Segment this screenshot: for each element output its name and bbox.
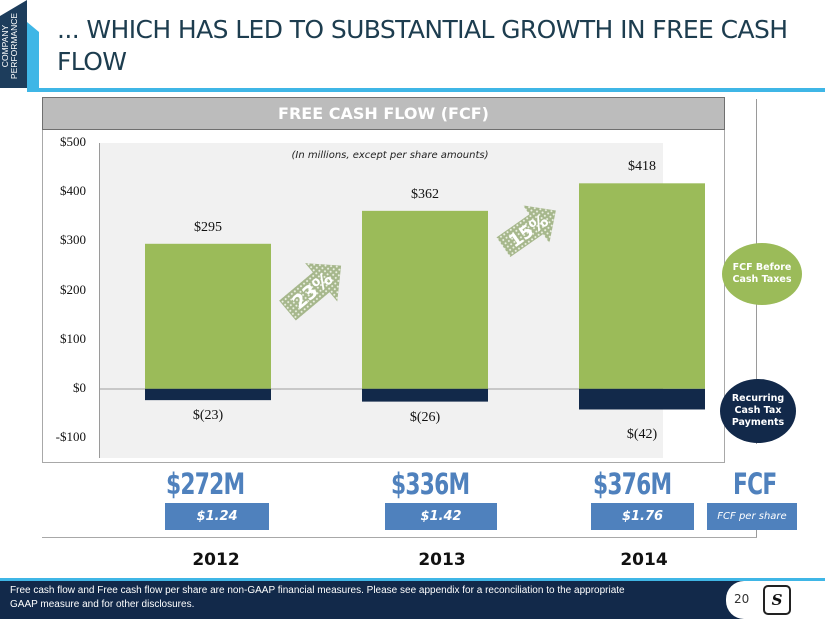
per-share-2013: $1.42	[385, 503, 497, 530]
y-tick-label: $0	[73, 379, 86, 395]
legend-fcf-line1: FCF Before	[732, 262, 792, 273]
y-tick-label: $300	[60, 232, 86, 248]
bar-label-negative: $(26)	[409, 409, 441, 425]
company-logo: S	[763, 585, 791, 615]
summary-rule	[42, 537, 757, 538]
footer-disclaimer: Free cash flow and Free cash flow per sh…	[10, 584, 710, 612]
bar-label-positive: $295	[194, 219, 222, 235]
legend-fcf-line2: Cash Taxes	[732, 274, 792, 285]
per-share-key: FCF per share	[707, 503, 797, 530]
footer-bar	[0, 581, 825, 619]
section-tab-line2: PERFORMANCE	[9, 12, 19, 80]
fcf-2014: $376M	[593, 467, 672, 501]
y-axis-line	[99, 143, 100, 458]
year-2013: 2013	[418, 550, 466, 570]
fcf-key: FCF	[733, 467, 777, 501]
footer-line2: GAAP measure and for other disclosures.	[10, 599, 195, 610]
footer-line1: Free cash flow and Free cash flow per sh…	[10, 585, 625, 596]
bar-label-positive: $362	[411, 186, 439, 202]
chart-header: FREE CASH FLOW (FCF)	[42, 97, 725, 130]
section-tab-label: COMPANY PERFORMANCE	[0, 2, 27, 90]
legend-tax-line3: Payments	[731, 417, 785, 428]
fcf-2012: $272M	[166, 467, 245, 501]
year-2012: 2012	[192, 550, 240, 570]
legend-tax-line2: Cash Tax	[734, 405, 782, 416]
per-share-2012: $1.24	[165, 503, 269, 530]
y-tick-label: $200	[60, 281, 86, 297]
footer-rule	[0, 578, 825, 581]
y-tick-label: $400	[60, 183, 86, 199]
legend-tax-line1: Recurring	[731, 393, 785, 404]
y-tick-label: -$100	[55, 429, 86, 444]
page-number: 20	[734, 592, 750, 606]
page-title: ... WHICH HAS LED TO SUBSTANTIAL GROWTH …	[57, 15, 788, 76]
title-rule	[27, 88, 825, 92]
bar-label-negative: $(23)	[192, 408, 224, 424]
y-tick-label: $500	[60, 134, 86, 149]
tab-accent	[27, 22, 39, 88]
page-number-box	[726, 581, 825, 619]
legend-fcf-before-taxes: FCF Before Cash Taxes	[722, 243, 802, 305]
per-share-2014: $1.76	[591, 503, 694, 530]
fcf-2013: $336M	[391, 467, 470, 501]
year-2014: 2014	[620, 550, 668, 570]
bar-label-positive: $418	[628, 159, 656, 175]
bar-label-negative: $(42)	[626, 427, 658, 443]
key-connector	[756, 530, 757, 538]
y-tick-label: $100	[60, 330, 86, 346]
section-tab	[0, 0, 27, 88]
chart-subtitle: (In millions, except per share amounts)	[291, 150, 489, 161]
legend-cash-tax-payments: Recurring Cash Tax Payments	[720, 379, 796, 443]
